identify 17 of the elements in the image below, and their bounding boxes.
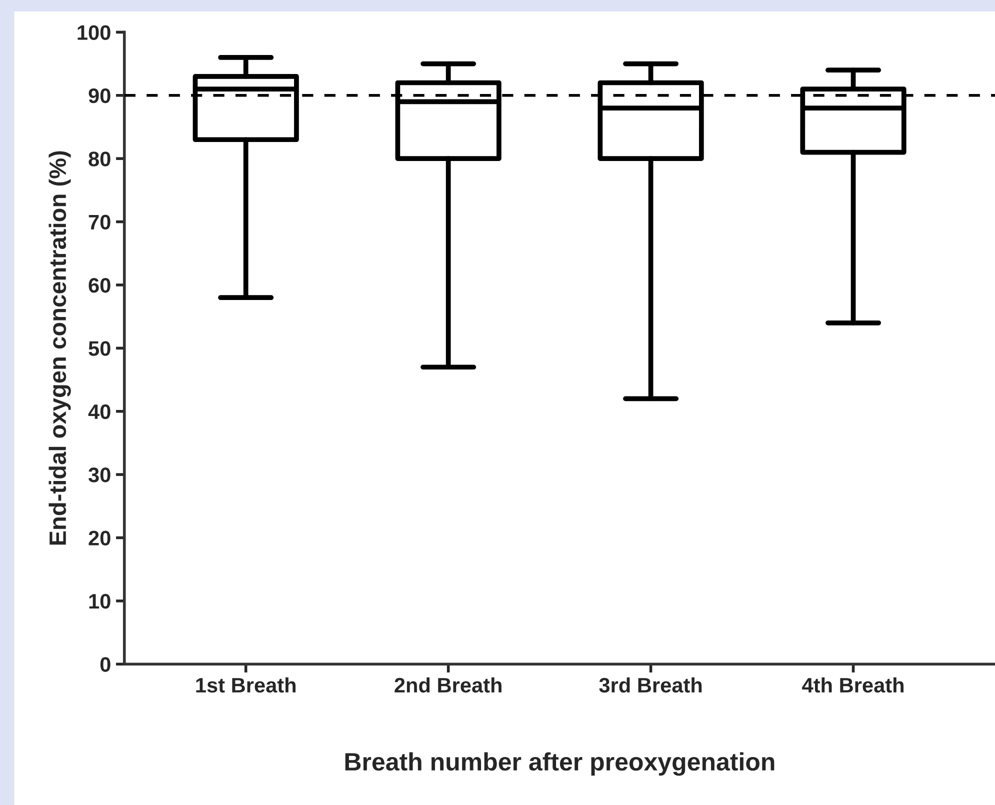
y-tick-label: 60	[88, 278, 110, 293]
y-tick-label: 80	[88, 152, 110, 166]
x-tick-label: 4th Breath	[802, 677, 904, 693]
y-axis-title: End-tidal oxygen concentration (%)	[48, 151, 71, 545]
y-tick-label: 0	[100, 657, 110, 672]
x-tick-label: 2nd Breath	[394, 677, 502, 693]
x-tick-label: 3rd Breath	[599, 677, 702, 693]
y-tick-label: 40	[88, 404, 110, 420]
y-tick-label: 20	[88, 530, 110, 546]
y-tick-label: 70	[88, 214, 110, 230]
y-tick-label: 90	[88, 88, 110, 104]
y-tick-label: 30	[88, 468, 110, 482]
x-axis-title: Breath number after preoxygenation	[345, 752, 774, 776]
y-tick-label: 100	[78, 25, 110, 40]
y-tick-label: 10	[89, 594, 110, 609]
x-tick-label: 1st Breath	[196, 677, 296, 693]
y-tick-label: 50	[88, 341, 110, 356]
